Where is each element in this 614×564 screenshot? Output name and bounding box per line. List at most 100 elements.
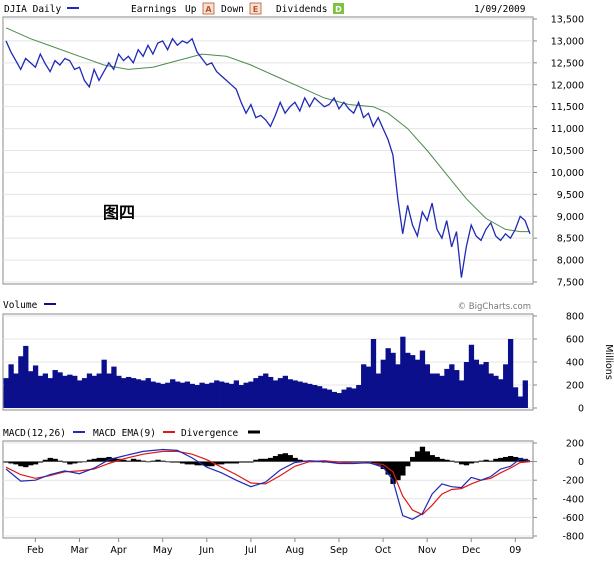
- volume-bar: [8, 364, 14, 408]
- volume-bar: [18, 356, 24, 408]
- divergence-bar: [248, 461, 254, 463]
- volume-bar: [37, 375, 44, 408]
- divergence-bar: [125, 460, 132, 462]
- divergence-bar: [23, 461, 29, 468]
- macd-ema-line: [5, 450, 531, 516]
- divergence-bar: [258, 458, 264, 462]
- divergence-bar: [429, 455, 435, 462]
- divergence-bar: [189, 461, 195, 465]
- volume-bar: [81, 378, 88, 408]
- volume-bar: [331, 391, 337, 408]
- volume-bar: [268, 376, 274, 408]
- volume-bar: [434, 373, 440, 408]
- volume-bar: [194, 385, 200, 408]
- volume-bar: [395, 364, 401, 408]
- divergence-bar: [13, 461, 19, 465]
- volume-bar: [72, 375, 78, 408]
- volume-bar: [507, 339, 514, 408]
- divergence-bar: [478, 460, 484, 462]
- volume-bar: [458, 380, 465, 408]
- divergence-bar: [243, 461, 249, 463]
- divergence-bar: [32, 461, 39, 465]
- divergence-bar: [346, 461, 352, 463]
- moving-average-line: [5, 27, 530, 233]
- divergence-bar: [160, 460, 166, 462]
- volume-bar: [219, 381, 225, 408]
- x-tick-label: Dec: [462, 545, 480, 556]
- volume-bar: [297, 381, 303, 408]
- price-series: [5, 27, 531, 278]
- divergence-bar: [268, 457, 274, 462]
- divergence-bar: [238, 461, 244, 463]
- divergence-bar: [28, 461, 34, 466]
- volume-bar: [130, 378, 137, 408]
- price-tick-label: 8,500: [557, 234, 584, 245]
- price-tick-label: 10,500: [551, 146, 584, 157]
- volume-bars: [3, 336, 528, 408]
- volume-bar: [86, 373, 93, 408]
- volume-bar: [155, 382, 161, 408]
- divergence-legend-label: Divergence: [181, 428, 238, 439]
- divergence-bar: [91, 458, 97, 462]
- divergence-bar: [444, 459, 450, 462]
- volume-bar: [429, 373, 435, 408]
- divergence-bar: [361, 461, 367, 463]
- volume-bar: [302, 382, 308, 408]
- volume-bar: [326, 389, 333, 408]
- x-tick-label: 09: [509, 545, 521, 556]
- volume-bar: [444, 368, 450, 408]
- volume-bar: [13, 373, 19, 408]
- djia-price-line: [5, 37, 531, 278]
- price-tick-label: 7,500: [557, 278, 584, 289]
- volume-bar: [91, 375, 97, 408]
- up-marker-icon: [202, 2, 215, 15]
- earnings-up-label: Up: [185, 4, 197, 15]
- up-marker-letter: A: [205, 5, 212, 14]
- divergence-bar: [292, 457, 298, 462]
- divergence-bar: [454, 461, 460, 463]
- divergence-bar: [214, 461, 220, 465]
- volume-bar: [28, 371, 34, 408]
- macd-panel: MACD(12,26) MACD EMA(9) Divergence 200 0 -…: [2, 428, 584, 556]
- volume-bar: [478, 364, 484, 408]
- divergence-bar: [8, 461, 14, 464]
- volume-bar: [101, 359, 107, 408]
- volume-panel: Volume 800 600 400 200 0 Millions: [2, 300, 614, 415]
- volume-bar: [361, 364, 367, 408]
- macd-y-axis: 200 0 -200 -400 -600 -800: [533, 439, 584, 543]
- divergence-bar: [101, 457, 107, 462]
- divergence-bar: [86, 459, 93, 462]
- price-tick-label: 11,500: [551, 102, 584, 113]
- divergence-bar: [282, 453, 288, 462]
- divergence-bar: [47, 457, 53, 462]
- divergence-bar: [62, 461, 68, 463]
- volume-bar: [346, 387, 352, 408]
- volume-axis-label: Millions: [603, 344, 614, 380]
- x-tick-label: Mar: [70, 545, 88, 556]
- volume-bar: [292, 380, 298, 408]
- volume-bar: [272, 380, 279, 408]
- divergence-bar: [42, 459, 49, 462]
- macd-tick-label: 200: [566, 439, 584, 450]
- volume-bar: [42, 373, 49, 408]
- divergence-bar: [18, 461, 24, 467]
- divergence-bar: [194, 461, 200, 466]
- divergence-bar: [356, 461, 362, 463]
- divergence-bar: [370, 461, 377, 464]
- volume-bar: [96, 373, 102, 408]
- x-tick-label: Apr: [110, 545, 127, 556]
- volume-bar: [165, 382, 171, 408]
- volume-bar: [145, 378, 151, 408]
- divergence-bar: [517, 457, 524, 462]
- divergence-bar: [297, 459, 303, 462]
- divergence-bar: [483, 459, 489, 462]
- divergence-bar: [512, 456, 519, 462]
- divergence-bar: [507, 456, 514, 462]
- divergence-bar: [395, 461, 401, 481]
- price-tick-label: 13,000: [551, 36, 584, 47]
- volume-bar: [111, 366, 117, 408]
- volume-bar: [189, 383, 195, 408]
- earnings-label: Earnings: [131, 4, 177, 15]
- volume-bar: [116, 375, 122, 408]
- divergence-bar: [130, 458, 137, 462]
